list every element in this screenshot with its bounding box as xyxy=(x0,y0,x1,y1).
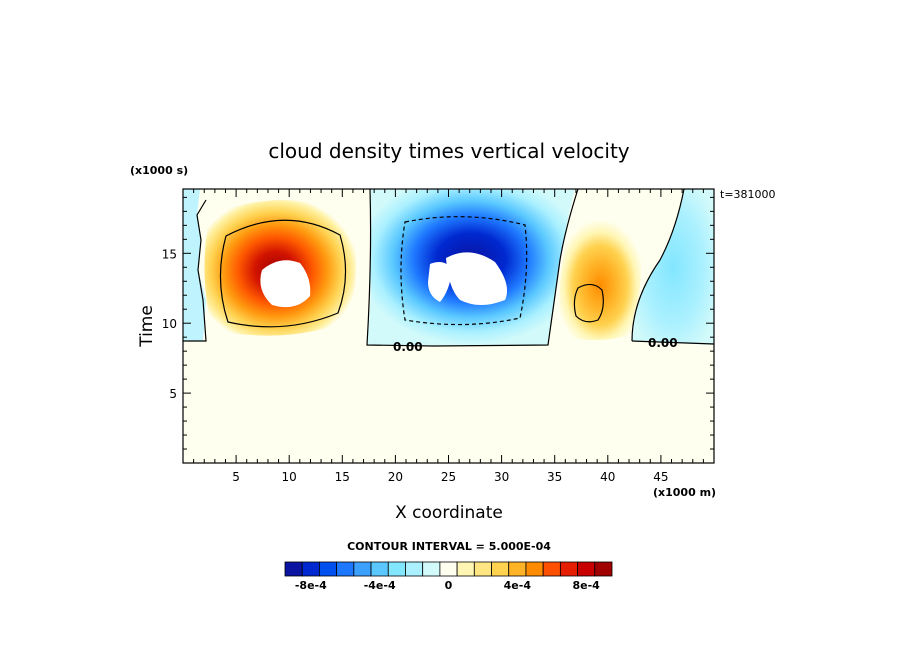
colorbar-swatch xyxy=(336,561,355,577)
x-tick-label: 20 xyxy=(388,470,403,484)
colorbar-swatch xyxy=(491,561,510,577)
colorbar-swatch xyxy=(542,561,561,577)
colorbar-tick-label: -8e-4 xyxy=(295,579,327,592)
negative-cell-3 xyxy=(632,189,714,345)
colorbar-swatch xyxy=(284,561,303,577)
x-tick-labels: 5 10 15 20 25 30 35 40 45 xyxy=(232,470,668,484)
colorbar-swatch xyxy=(559,561,578,577)
colorbar-labels: -8e-4 -4e-4 0 4e-4 8e-4 xyxy=(295,579,600,592)
y-tick-labels: 5 10 15 xyxy=(162,247,177,401)
colorbar-tick-label: -4e-4 xyxy=(364,579,396,592)
positive-contour-2 xyxy=(573,283,604,323)
y-axis-label: Time xyxy=(137,305,157,348)
colorbar-tick-label: 4e-4 xyxy=(504,579,532,592)
x-tick-label: 10 xyxy=(282,470,297,484)
right-zero-contour xyxy=(631,189,685,342)
x-tick-label: 25 xyxy=(441,470,456,484)
x-tick-label: 30 xyxy=(494,470,509,484)
contour-interval-label: CONTOUR INTERVAL = 5.000E-04 xyxy=(347,540,551,553)
zero-contour-label-left: 0.00 xyxy=(393,340,423,354)
colorbar-swatch xyxy=(405,561,424,577)
colorbar-swatch xyxy=(525,561,544,577)
y-tick-label: 5 xyxy=(169,387,177,401)
colorbar-swatch xyxy=(319,561,338,577)
time-label: t=381000 xyxy=(720,188,776,201)
x-units-label: (x1000 m) xyxy=(653,486,716,499)
colorbar-tick-label: 8e-4 xyxy=(573,579,601,592)
colorbar xyxy=(284,561,613,577)
x-tick-label: 5 xyxy=(232,470,240,484)
colorbar-swatch xyxy=(473,561,492,577)
negative-cell-hole-1 xyxy=(428,262,452,302)
heatmap-field xyxy=(183,189,714,463)
y-tick-label: 15 xyxy=(162,247,177,261)
colorbar-swatch xyxy=(353,561,372,577)
colorbar-swatch xyxy=(387,561,406,577)
x-tick-label: 35 xyxy=(547,470,562,484)
colorbar-swatch xyxy=(370,561,389,577)
cyan-strip-left xyxy=(183,189,206,341)
x-tick-label: 40 xyxy=(600,470,615,484)
chart-title: cloud density times vertical velocity xyxy=(268,139,629,163)
contour-lines xyxy=(183,189,714,347)
colorbar-swatch xyxy=(301,561,320,577)
positive-contour-1 xyxy=(219,219,347,328)
zero-contour-label-right: 0.00 xyxy=(648,336,678,350)
colorbar-swatch xyxy=(456,561,475,577)
x-tick-label: 15 xyxy=(335,470,350,484)
zero-contour-middle xyxy=(366,189,579,347)
axis-ticks xyxy=(183,189,714,463)
colorbar-tick-label: 0 xyxy=(445,579,453,592)
colorbar-swatch xyxy=(577,561,596,577)
positive-cell-1-hole xyxy=(260,260,311,308)
zero-contour-left xyxy=(183,199,207,342)
colorbar-swatch xyxy=(594,561,613,577)
y-tick-label: 10 xyxy=(162,317,177,331)
colorbar-swatch xyxy=(508,561,527,577)
x-tick-label: 45 xyxy=(653,470,668,484)
x-axis-label: X coordinate xyxy=(395,503,503,523)
colorbar-swatch xyxy=(439,561,458,577)
y-units-label: (x1000 s) xyxy=(130,164,188,177)
negative-cell-hole-2 xyxy=(446,252,508,305)
zero-contour-right xyxy=(631,340,714,345)
positive-cell-2 xyxy=(559,219,642,340)
colorbar-swatch xyxy=(422,561,441,577)
